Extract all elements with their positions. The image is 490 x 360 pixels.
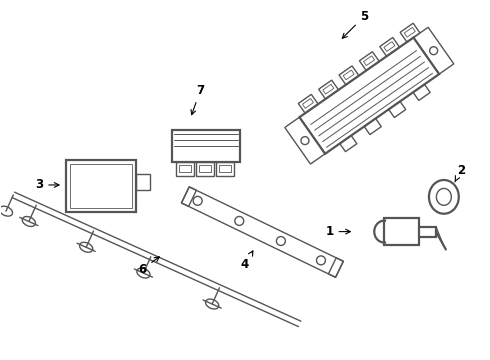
Text: 4: 4 bbox=[241, 251, 253, 271]
Text: 7: 7 bbox=[191, 84, 204, 115]
Text: 5: 5 bbox=[343, 10, 368, 38]
Text: 3: 3 bbox=[35, 179, 59, 192]
Text: 2: 2 bbox=[455, 163, 465, 182]
Text: 6: 6 bbox=[139, 257, 159, 276]
Text: 1: 1 bbox=[325, 225, 350, 238]
